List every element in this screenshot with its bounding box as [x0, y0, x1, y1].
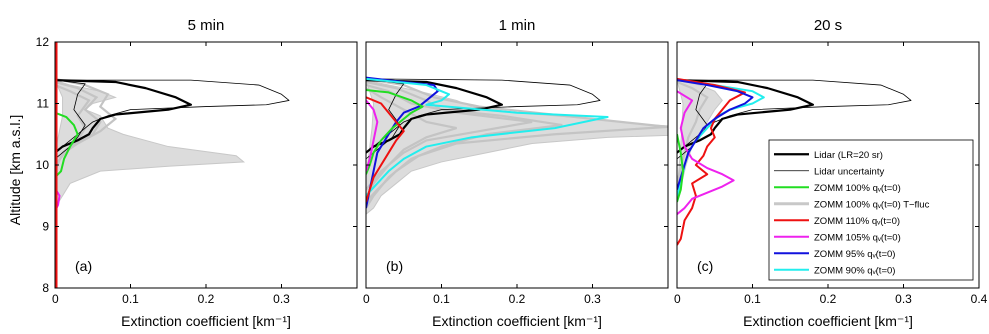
series-line-red: [677, 77, 746, 246]
tfluc-band: [366, 79, 668, 215]
panel-title: 5 min: [188, 17, 225, 34]
panel-label: (c): [697, 258, 713, 274]
x-tick-label: 0.3: [584, 292, 601, 306]
tfluc-band: [55, 79, 246, 215]
legend-entry: ZOMM 110% qᵥ(t=0): [774, 216, 900, 227]
x-tick-label: 0: [363, 292, 370, 306]
x-tick-label: 0: [674, 292, 681, 306]
series-line-red: [366, 96, 405, 203]
tfluc-member-line: [55, 77, 118, 160]
x-tick-label: 0.3: [273, 292, 290, 306]
legend: Lidar (LR=20 sr) Lidar uncertainty ZOMM 10…: [768, 139, 974, 281]
tfluc-member-line: [677, 80, 709, 184]
x-tick-label: 0.3: [895, 292, 912, 306]
series-line-green: [677, 134, 685, 203]
series-line-magenta: [366, 99, 379, 172]
legend-entry: ZOMM 90% qᵥ(t=0): [774, 265, 895, 276]
x-tick-label: 0.1: [122, 292, 139, 306]
x-tick-label: 0.2: [820, 292, 837, 306]
panel-label: (a): [75, 258, 92, 274]
y-axis-label: Altitude [km a.s.l.]: [7, 115, 23, 225]
y-tick-label: 9: [42, 220, 49, 234]
legend-entry: ZOMM 95% qᵥ(t=0): [774, 249, 895, 260]
series-line-unc: [55, 79, 290, 154]
series-line-magenta: [677, 90, 735, 215]
legend-label: ZOMM 100% qᵥ(t=0) T−fluc: [814, 199, 930, 210]
tfluc-member-line: [366, 77, 668, 203]
panel-1: 0 0.1 0.2 0.3 8 9 10 11 12 5 min (a) Extinction coe…: [36, 17, 358, 329]
plot-area: [677, 77, 912, 246]
y-tick-label: 12: [36, 35, 50, 49]
legend-label: Lidar (LR=20 sr): [814, 150, 883, 161]
legend-entry: Lidar uncertainty: [774, 166, 884, 177]
x-tick-label: 0.2: [509, 292, 526, 306]
panel-title: 20 s: [814, 17, 842, 34]
series-line-lidar: [366, 79, 503, 154]
legend-entry: ZOMM 100% qᵥ(t=0) T−fluc: [774, 199, 930, 210]
legend-entry: ZOMM 100% qᵥ(t=0): [774, 183, 901, 194]
series-line-blue: [366, 76, 439, 209]
x-axis-label: Extinction coefficient [km⁻¹]: [743, 313, 913, 329]
plot-area: [55, 42, 290, 288]
series-line-lidar: [55, 79, 192, 154]
panel-label: (b): [386, 258, 403, 274]
legend-box: [768, 139, 974, 281]
series-line-green: [366, 88, 424, 175]
x-tick-label: 0.1: [744, 292, 761, 306]
y-tick-label: 10: [36, 158, 50, 172]
x-axis-label: Extinction coefficient [km⁻¹]: [432, 313, 602, 329]
plot-area: [366, 76, 668, 215]
series-line-blue: [677, 79, 754, 190]
y-tick-label: 11: [37, 97, 50, 111]
panels: 0 0.1 0.2 0.3 8 9 10 11 12 5 min (a) Extinction coe…: [36, 17, 988, 329]
tfluc-member-line: [366, 87, 457, 200]
legend-label: ZOMM 105% qᵥ(t=0): [814, 232, 901, 243]
panel-title: 1 min: [499, 17, 536, 34]
panel-3: 0 0.1 0.2 0.3 0.4 20 s (c) Extinction coefficie…: [674, 17, 988, 329]
legend-label: ZOMM 100% qᵥ(t=0): [814, 183, 901, 194]
y-tick-label: 8: [42, 281, 49, 295]
x-axis-label: Extinction coefficient [km⁻¹]: [121, 313, 291, 329]
x-tick-label: 0.1: [433, 292, 450, 306]
series-line-cyan: [366, 77, 609, 197]
x-tick-label: 0.2: [198, 292, 215, 306]
legend-label: ZOMM 110% qᵥ(t=0): [814, 216, 900, 227]
legend-label: Lidar uncertainty: [814, 166, 884, 177]
panel-2: 0 0.1 0.2 0.3 1 min (b) Extinction coefficient…: [363, 17, 669, 329]
legend-entry: ZOMM 105% qᵥ(t=0): [774, 232, 901, 243]
series-line-green: [55, 111, 79, 179]
legend-entry: Lidar (LR=20 sr): [774, 150, 883, 161]
series-line-lidar: [677, 79, 815, 154]
x-tick-label: 0: [52, 292, 59, 306]
x-tick-label: 0.4: [971, 292, 988, 306]
legend-label: ZOMM 95% qᵥ(t=0): [814, 249, 895, 260]
legend-label: ZOMM 90% qᵥ(t=0): [814, 265, 895, 276]
